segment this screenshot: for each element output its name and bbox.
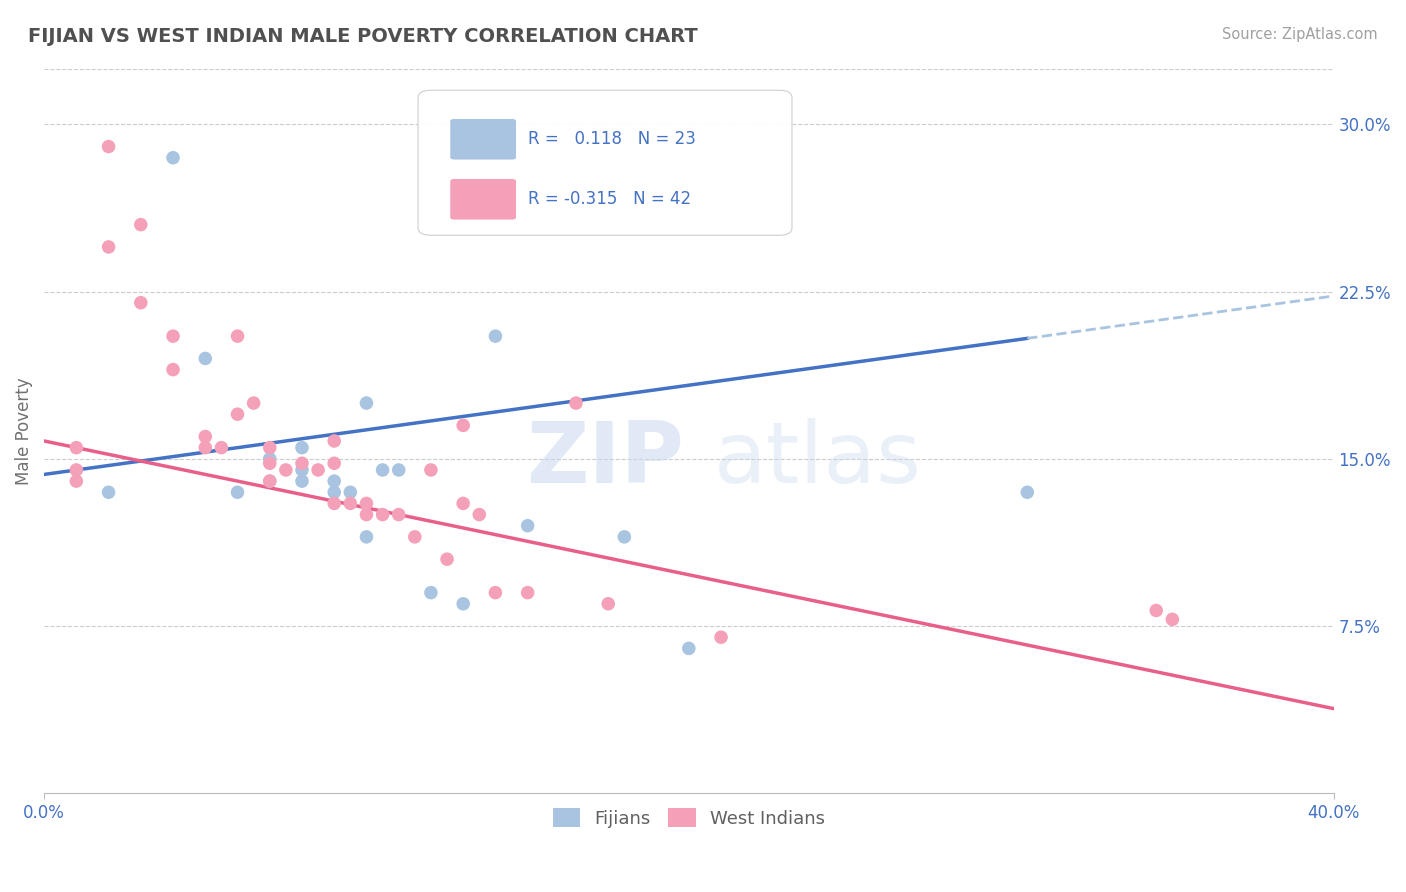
FancyBboxPatch shape xyxy=(418,90,792,235)
Text: ZIP: ZIP xyxy=(526,418,683,501)
Point xyxy=(678,641,700,656)
Point xyxy=(323,456,346,470)
Point xyxy=(451,418,474,433)
Point xyxy=(516,585,538,599)
Point xyxy=(356,496,378,510)
Point xyxy=(259,451,281,466)
Point xyxy=(468,508,491,522)
Point xyxy=(274,463,297,477)
Point xyxy=(65,463,87,477)
Point xyxy=(356,396,378,410)
Point xyxy=(323,496,346,510)
Point xyxy=(97,485,120,500)
Point xyxy=(323,474,346,488)
Point xyxy=(356,508,378,522)
Text: R = -0.315   N = 42: R = -0.315 N = 42 xyxy=(527,190,690,208)
Point xyxy=(323,434,346,448)
Point xyxy=(307,463,329,477)
Point xyxy=(484,585,506,599)
Point xyxy=(97,240,120,254)
Legend: Fijians, West Indians: Fijians, West Indians xyxy=(546,801,832,835)
Point xyxy=(259,441,281,455)
Point xyxy=(484,329,506,343)
Point xyxy=(162,362,184,376)
Point xyxy=(1017,485,1039,500)
FancyBboxPatch shape xyxy=(450,119,516,160)
Point xyxy=(371,463,394,477)
Point xyxy=(226,407,249,421)
Point xyxy=(436,552,458,566)
Text: Source: ZipAtlas.com: Source: ZipAtlas.com xyxy=(1222,27,1378,42)
Point xyxy=(419,585,441,599)
Point xyxy=(162,151,184,165)
Point xyxy=(194,441,217,455)
Point xyxy=(129,295,152,310)
Point xyxy=(226,329,249,343)
Point xyxy=(419,463,441,477)
Point xyxy=(356,530,378,544)
Point xyxy=(259,456,281,470)
Point xyxy=(451,597,474,611)
Text: atlas: atlas xyxy=(714,418,922,501)
Point xyxy=(388,463,411,477)
FancyBboxPatch shape xyxy=(450,179,516,219)
Point xyxy=(194,429,217,443)
Point xyxy=(388,508,411,522)
Point xyxy=(451,496,474,510)
Point xyxy=(613,530,636,544)
Point xyxy=(65,441,87,455)
Point xyxy=(162,329,184,343)
Point xyxy=(710,630,733,644)
Point xyxy=(598,597,620,611)
Point xyxy=(291,463,314,477)
Point xyxy=(259,474,281,488)
Point xyxy=(565,396,588,410)
Point xyxy=(516,518,538,533)
Point xyxy=(194,351,217,366)
Point xyxy=(209,441,232,455)
Point xyxy=(226,485,249,500)
Text: FIJIAN VS WEST INDIAN MALE POVERTY CORRELATION CHART: FIJIAN VS WEST INDIAN MALE POVERTY CORRE… xyxy=(28,27,697,45)
Point xyxy=(97,139,120,153)
Point xyxy=(291,441,314,455)
Point xyxy=(323,485,346,500)
Y-axis label: Male Poverty: Male Poverty xyxy=(15,377,32,484)
Point xyxy=(291,456,314,470)
Point xyxy=(291,474,314,488)
Point xyxy=(339,485,361,500)
Point xyxy=(259,474,281,488)
Point xyxy=(1161,612,1184,626)
Point xyxy=(371,508,394,522)
Point xyxy=(242,396,264,410)
Point xyxy=(1144,603,1167,617)
Point xyxy=(339,496,361,510)
Text: R =   0.118   N = 23: R = 0.118 N = 23 xyxy=(527,130,696,148)
Point xyxy=(404,530,426,544)
Point xyxy=(129,218,152,232)
Point xyxy=(65,474,87,488)
